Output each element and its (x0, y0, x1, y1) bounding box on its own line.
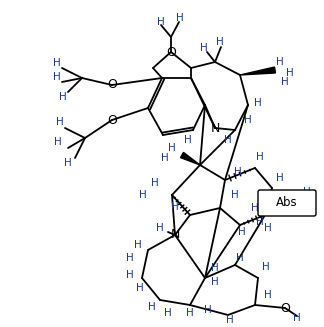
Text: O: O (107, 78, 117, 92)
Text: O: O (107, 113, 117, 127)
Text: N: N (170, 229, 180, 242)
Text: H: H (226, 315, 234, 325)
Text: H: H (276, 173, 284, 183)
Text: H: H (303, 187, 311, 197)
Text: H: H (256, 152, 264, 162)
Text: H: H (186, 308, 194, 318)
Text: H: H (236, 253, 244, 263)
FancyBboxPatch shape (258, 190, 316, 216)
Text: N: N (210, 122, 220, 134)
Text: H: H (126, 253, 134, 263)
Text: H: H (164, 308, 172, 318)
Text: O: O (280, 301, 290, 315)
Text: H: H (234, 167, 242, 177)
Text: H: H (126, 270, 134, 280)
Text: H: H (54, 137, 62, 147)
Text: H: H (134, 240, 142, 250)
Text: H: H (224, 135, 232, 145)
Text: H: H (53, 72, 61, 82)
Text: H: H (276, 195, 284, 205)
Polygon shape (180, 152, 200, 165)
Text: H: H (59, 92, 67, 102)
Text: H: H (56, 117, 64, 127)
Text: H: H (151, 178, 159, 188)
Text: Abs: Abs (276, 197, 298, 210)
Text: H: H (204, 305, 212, 315)
Text: H: H (148, 302, 156, 312)
Text: H: H (216, 37, 224, 47)
Text: H: H (286, 68, 294, 78)
Text: H: H (281, 77, 289, 87)
Text: H: H (136, 283, 144, 293)
Text: H: H (254, 98, 262, 108)
Text: H: H (176, 13, 184, 23)
Text: H: H (264, 290, 272, 300)
Text: H: H (244, 115, 252, 125)
Text: H: H (139, 190, 147, 200)
Text: H: H (171, 202, 179, 212)
Text: H: H (231, 190, 239, 200)
Text: H: H (64, 158, 72, 168)
Text: H: H (156, 223, 164, 233)
Text: H: H (53, 58, 61, 68)
Text: H: H (168, 143, 176, 153)
Text: H: H (276, 57, 284, 67)
Text: H: H (238, 227, 246, 237)
Polygon shape (240, 67, 275, 75)
Text: O: O (166, 45, 176, 59)
Text: H: H (262, 262, 270, 272)
Text: H: H (161, 153, 169, 163)
Text: H: H (184, 135, 192, 145)
Text: H: H (251, 203, 259, 213)
Text: H: H (264, 223, 272, 233)
Text: H: H (211, 277, 219, 287)
Text: H: H (157, 17, 165, 27)
Text: H: H (200, 43, 208, 53)
Text: H: H (293, 313, 301, 323)
Text: H: H (211, 263, 219, 273)
Text: H: H (256, 217, 264, 227)
